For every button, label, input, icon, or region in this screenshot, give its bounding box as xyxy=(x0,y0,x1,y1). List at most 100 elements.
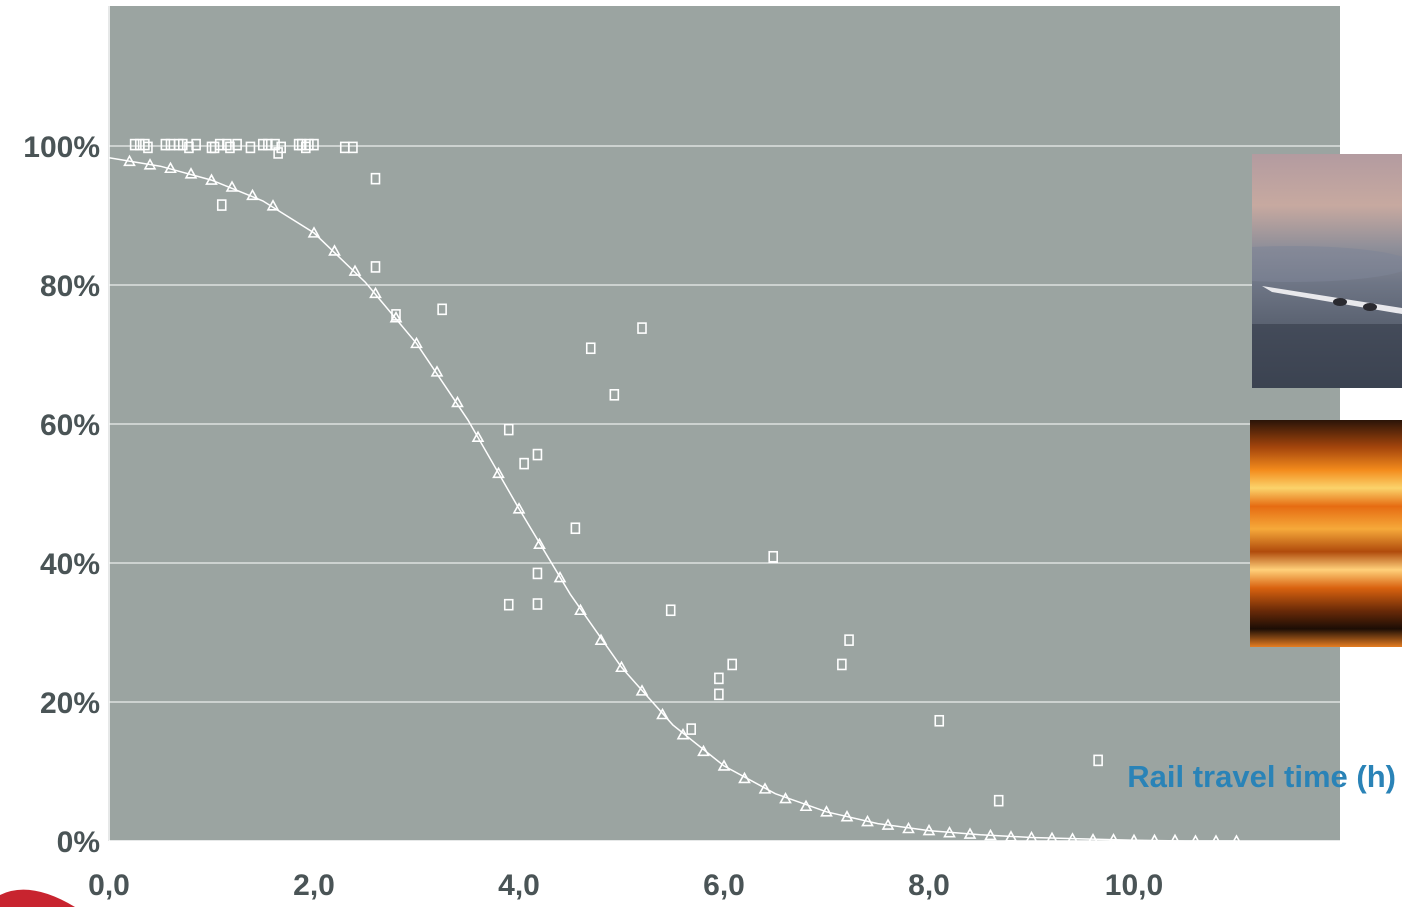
square-point xyxy=(532,567,543,580)
triangle-point xyxy=(820,805,833,817)
triangle-point xyxy=(266,199,280,211)
triangle-point xyxy=(1004,830,1018,842)
square-point xyxy=(714,672,724,685)
triangle-point xyxy=(164,161,177,174)
x-tick-label: 0,0 xyxy=(88,869,130,902)
square-point xyxy=(391,309,401,321)
square-point xyxy=(209,141,220,154)
y-tick-label: 0% xyxy=(57,826,100,859)
triangle-point xyxy=(143,158,157,170)
x-axis-title: Rail travel time (h) xyxy=(1127,759,1396,794)
triangle-point xyxy=(123,154,136,167)
triangle-point xyxy=(1086,832,1100,845)
triangle-point xyxy=(840,810,854,822)
triangle-point xyxy=(553,570,567,583)
square-point xyxy=(437,303,447,316)
triangle-point xyxy=(738,771,751,784)
square-point xyxy=(609,389,620,401)
square-point xyxy=(191,138,201,151)
triangle-point xyxy=(615,660,628,673)
square-point xyxy=(273,147,283,159)
triangle-point xyxy=(307,226,321,238)
square-point xyxy=(519,457,529,470)
triangle-point xyxy=(205,173,218,185)
triangle-point xyxy=(1127,833,1141,846)
triangle-point xyxy=(902,821,915,834)
triangle-point xyxy=(799,799,813,812)
triangle-point xyxy=(697,744,710,757)
square-point xyxy=(270,138,280,151)
triangle-point xyxy=(963,827,977,839)
square-point xyxy=(348,141,358,154)
triangle-point xyxy=(779,791,792,804)
triangle-point xyxy=(451,395,464,408)
triangle-point xyxy=(348,264,362,276)
triangle-point xyxy=(1025,830,1038,843)
square-point xyxy=(225,141,235,154)
triangle-point xyxy=(430,365,444,377)
airplane-icon xyxy=(1252,246,1402,388)
y-tick-label: 80% xyxy=(40,270,100,303)
square-point xyxy=(503,423,514,436)
square-point xyxy=(304,138,314,151)
square-point xyxy=(143,141,153,154)
gridlines xyxy=(109,145,1340,703)
triangle-point xyxy=(328,244,341,256)
triangle-point xyxy=(1107,832,1120,845)
triangle-point xyxy=(1066,832,1079,844)
square-point xyxy=(370,261,381,273)
triangle-point xyxy=(246,188,259,201)
square-point xyxy=(263,138,273,151)
triangle-point xyxy=(369,286,382,299)
square-point xyxy=(160,138,171,151)
triangle-point xyxy=(1168,833,1182,846)
square-point xyxy=(309,138,319,151)
y-tick-label: 40% xyxy=(40,548,100,581)
x-tick-label: 8,0 xyxy=(908,869,950,902)
square-point xyxy=(178,138,188,151)
triangle-point xyxy=(1148,833,1161,846)
y-tick-label: 60% xyxy=(40,409,100,442)
square-point xyxy=(934,714,945,727)
square-point xyxy=(257,138,268,151)
triangle-point xyxy=(635,684,649,696)
triangle-point xyxy=(943,826,956,838)
triangle-point xyxy=(389,311,403,323)
square-point xyxy=(129,138,140,151)
square-point xyxy=(184,141,194,154)
square-point xyxy=(993,794,1004,807)
triangle-point xyxy=(922,823,936,836)
square-point xyxy=(714,688,724,701)
x-tick-label: 4,0 xyxy=(498,869,540,902)
square-point xyxy=(768,550,779,563)
triangle-point xyxy=(861,814,874,827)
triangle-point xyxy=(1045,831,1059,844)
square-point xyxy=(637,322,647,334)
y-tick-labels: 0% 20% 40% 60% 80% 100% xyxy=(23,131,100,859)
square-point xyxy=(214,138,225,151)
square-point xyxy=(532,598,543,610)
x-ticks xyxy=(108,841,1135,848)
triangle-point xyxy=(184,167,198,179)
triangle-point xyxy=(594,633,608,645)
square-point xyxy=(665,604,676,617)
square-point xyxy=(585,342,596,355)
square-point xyxy=(140,138,150,151)
y-tick-label: 20% xyxy=(40,687,100,720)
triangle-point xyxy=(1209,834,1223,846)
triangle-point xyxy=(717,759,731,771)
y-tick-label: 100% xyxy=(23,131,100,164)
triangle-point xyxy=(225,180,239,192)
triangle-point xyxy=(1189,834,1202,846)
square-point xyxy=(245,141,256,154)
triangle-point xyxy=(758,782,772,794)
x-tick-label: 2,0 xyxy=(293,869,335,902)
triangle-point xyxy=(984,828,997,841)
triangle-point xyxy=(512,502,526,514)
triangle-point xyxy=(471,430,485,443)
triangle-point xyxy=(492,466,505,479)
x-tick-labels: 0,0 2,0 4,0 6,0 8,0 10,0 xyxy=(88,869,1163,902)
triangle-point xyxy=(533,537,546,550)
square-point xyxy=(686,723,697,735)
